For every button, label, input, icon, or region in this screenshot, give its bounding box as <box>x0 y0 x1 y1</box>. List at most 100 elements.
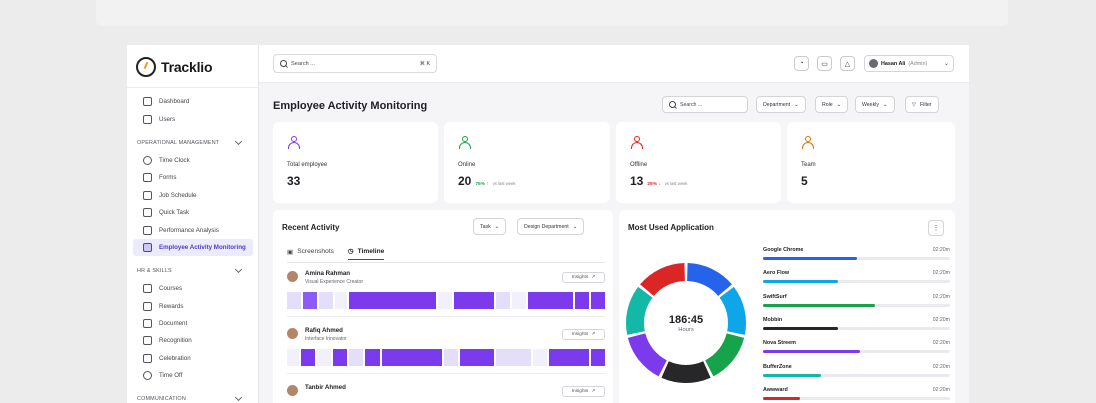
role-dropdown[interactable]: Role ⌄ <box>815 96 849 113</box>
medal-icon <box>143 336 152 346</box>
sidebar-item-forms[interactable]: Forms <box>127 169 259 186</box>
app-usage-row: SwiftSurf 02:20m <box>763 294 950 314</box>
timeline-segment <box>548 349 589 366</box>
time-off-icon <box>143 371 152 381</box>
department-dropdown[interactable]: Department ⌄ <box>756 96 806 113</box>
sidebar-item-performance-analysis[interactable]: Performance Analysis <box>127 221 259 238</box>
donut-center: 186:45 Hours <box>625 262 747 384</box>
timeline-segment <box>303 292 318 309</box>
sidebar-item-dashboard[interactable]: Dashboard <box>127 93 259 110</box>
top-bar: Search ... ⌘ K ◔ ▭ △ Hasan Ali (Admin) ⌄ <box>259 45 969 83</box>
tab-screenshots[interactable]: ▣ Screenshots <box>287 247 334 260</box>
insights-button[interactable]: Insights ↗ <box>562 386 605 397</box>
stat-card-offline: Offline 13 25% ↓ vs last week <box>616 122 781 203</box>
timeline-segment <box>528 292 573 309</box>
insights-button[interactable]: Insights ↗ <box>562 272 605 283</box>
support-headset-icon[interactable]: ◔ <box>794 56 809 71</box>
sidebar-item-label: Recognition <box>159 337 192 345</box>
sidebar-item-time-off[interactable]: Time Off <box>127 367 259 384</box>
browser-top-strip <box>96 0 1008 26</box>
app-time: 02:20m <box>932 316 950 323</box>
stat-value: 13 <box>630 174 644 188</box>
arrow-up-right-icon: ↗ <box>591 389 596 394</box>
sidebar-item-job-schedule[interactable]: Job Schedule <box>127 187 259 204</box>
design-department-dropdown[interactable]: Design Department ⌄ <box>517 218 585 235</box>
user-menu-button[interactable]: Hasan Ali (Admin) ⌄ <box>864 55 954 72</box>
most-used-application-card: Most Used Application ⋮ 186:45 Hours Goo… <box>619 210 955 403</box>
sidebar-item-courses[interactable]: Courses <box>127 280 259 297</box>
stat-value-group: 5 <box>801 174 816 188</box>
sidebar-item-recognition[interactable]: Recognition <box>127 332 259 349</box>
app-name: BufferZone <box>763 363 792 370</box>
user-name: Hasan Ali <box>881 60 906 67</box>
sidebar-item-label: Time Clock <box>159 156 190 164</box>
usage-bar-fill <box>763 373 821 377</box>
sidebar-item-time-clock[interactable]: Time Clock <box>127 152 259 169</box>
sidebar-section-title: HR & SKILLS <box>137 268 172 275</box>
users-group-icon <box>630 136 644 149</box>
notification-bell-icon[interactable]: △ <box>840 56 855 71</box>
gift-icon <box>143 301 152 311</box>
sidebar-item-quick-task[interactable]: Quick Task <box>127 204 259 221</box>
timeline-segment <box>454 292 495 309</box>
avatar <box>869 59 878 68</box>
app-usage-row: BufferZone 02:20m <box>763 364 950 384</box>
image-icon: ▣ <box>287 248 294 256</box>
timeline-segment <box>349 292 436 309</box>
user-role: (Admin) <box>908 60 928 67</box>
shortcut-hint: ⌘ K <box>419 60 430 67</box>
app-usage-row: Google Chrome 02:20m <box>763 247 950 267</box>
stat-card-team: Team 5 <box>787 122 955 203</box>
filter-button[interactable]: ▽ Filter <box>905 96 939 113</box>
timeline-segment <box>496 349 531 366</box>
sidebar-section-header[interactable]: HR & SKILLS <box>127 262 259 280</box>
usage-bar-fill <box>763 257 857 260</box>
stat-value-group: 20 75% ↑ vs last week <box>458 174 516 188</box>
sidebar-item-label: Courses <box>159 285 183 293</box>
timeline-segment <box>590 292 605 309</box>
app-time: 02:20m <box>932 293 950 300</box>
chevron-down-icon: ⌄ <box>943 61 949 67</box>
sidebar-item-document[interactable]: Document <box>127 315 259 332</box>
arrow-up-right-icon: ↗ <box>591 275 596 280</box>
task-dropdown-label: Task <box>480 223 491 230</box>
sidebar-section-header[interactable]: OPERATIONAL MANAGEMENT <box>127 134 259 152</box>
task-dropdown[interactable]: Task ⌄ <box>473 218 507 235</box>
donut-segment <box>686 263 732 297</box>
sidebar-section-header[interactable]: COMMUNICATION <box>127 390 259 403</box>
more-options-icon[interactable]: ⋮ <box>928 220 944 236</box>
sidebar-item-employee-activity-monitoring[interactable]: Employee Activity Monitoring <box>133 238 253 257</box>
app-name: Mobbin <box>763 316 783 323</box>
global-search-input[interactable]: Search ... ⌘ K <box>273 54 437 73</box>
users-icon <box>143 114 152 124</box>
sidebar-item-label: Document <box>159 320 188 328</box>
usage-bar-track <box>763 257 950 260</box>
sidebar-item-label: Performance Analysis <box>159 226 219 234</box>
tab-timeline[interactable]: ◷ Timeline <box>347 247 385 260</box>
stat-label: Offline <box>630 162 648 168</box>
dashboard-icon <box>143 97 152 107</box>
page-search-input[interactable]: Search ... <box>662 96 748 113</box>
stat-delta: 75% ↑ <box>475 182 489 187</box>
stat-vs-label: vs last week <box>664 181 688 186</box>
department-dropdown-label: Department <box>763 101 791 108</box>
stat-label: Team <box>801 162 816 168</box>
insights-button[interactable]: Insights ↗ <box>562 329 605 340</box>
filter-label: Filter <box>920 101 932 108</box>
sidebar-item-rewards[interactable]: Rewards <box>127 298 259 315</box>
sidebar-item-celebration[interactable]: Celebration <box>127 350 259 367</box>
app-name: Aero Flow <box>763 270 790 277</box>
brand-logo[interactable]: Tracklio <box>136 57 213 77</box>
avatar <box>287 385 298 396</box>
page-title: Employee Activity Monitoring <box>273 100 428 112</box>
chevron-down-icon: ⌄ <box>572 223 578 230</box>
period-dropdown[interactable]: Weekly ⌄ <box>855 96 895 113</box>
sidebar-item-label: Forms <box>159 174 177 182</box>
usage-bar-track <box>763 280 950 284</box>
usage-donut-chart: 186:45 Hours <box>625 262 747 384</box>
messages-icon[interactable]: ▭ <box>817 56 832 71</box>
tab-screenshots-label: Screenshots <box>297 248 334 255</box>
timeline-segment <box>349 349 364 366</box>
sidebar-item-users[interactable]: Users <box>127 110 259 127</box>
stat-value: 33 <box>287 174 301 188</box>
